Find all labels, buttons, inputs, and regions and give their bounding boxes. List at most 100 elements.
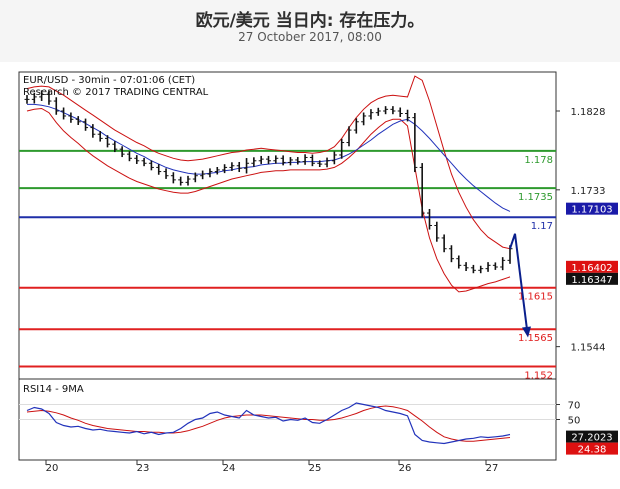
rsi-layer <box>19 402 556 445</box>
price-badge-bg-2 <box>566 272 618 285</box>
rsi-label: RSI14 - 9MA <box>23 384 84 395</box>
upper-band-line <box>26 75 511 250</box>
price-bar-59 <box>456 255 462 269</box>
price-bar-53 <box>412 112 418 173</box>
price-bar-39 <box>309 154 315 167</box>
level-label-2: 1.17 <box>531 221 553 232</box>
time-label-4: 26 <box>399 463 412 474</box>
level-label-4: 1.1565 <box>518 333 553 344</box>
price-bar-47 <box>368 109 374 120</box>
price-bar-12 <box>112 141 118 153</box>
report-date: 27 October 2017, 08:00 <box>238 30 382 44</box>
report-header: 欧元/美元 当日内: 存在压力。 27 October 2017, 08:00 <box>0 0 620 62</box>
report-title: 欧元/美元 当日内: 存在压力。 <box>195 11 425 31</box>
rsi-badge-label-1: 24.38 <box>578 445 607 456</box>
price-bar-9 <box>90 124 96 138</box>
price-bar-55 <box>427 208 432 230</box>
rsi-badge-bg-0 <box>566 430 618 443</box>
rsi-badge-label-0: 27.2023 <box>571 433 612 444</box>
price-plot-frame <box>18 71 557 380</box>
price-bar-33 <box>266 155 271 164</box>
price-badge-0: 1.17103 <box>566 202 618 216</box>
price-badge-bg-0 <box>566 202 618 215</box>
time-label-0: 20 <box>46 463 59 474</box>
price-bar-32 <box>258 155 264 164</box>
candles-layer <box>24 90 513 274</box>
price-bar-44 <box>346 126 352 147</box>
price-bar-64 <box>492 262 498 270</box>
price-bar-38 <box>302 154 308 165</box>
price-bar-3 <box>46 90 52 105</box>
price-bar-60 <box>463 262 469 272</box>
price-bar-49 <box>383 106 389 115</box>
price-badge-2: 1.16347 <box>566 272 618 286</box>
price-bar-46 <box>361 112 367 126</box>
price-bar-13 <box>119 146 125 158</box>
price-bar-48 <box>375 107 381 116</box>
price-bar-28 <box>229 162 235 171</box>
price-bar-18 <box>156 164 162 175</box>
time-label-1: 23 <box>137 463 150 474</box>
rsi-line <box>26 402 511 445</box>
price-bar-43 <box>339 138 345 159</box>
time-label-2: 24 <box>223 463 236 474</box>
price-bar-26 <box>214 167 220 175</box>
price-bar-20 <box>170 172 176 184</box>
price-badge-bg-1 <box>566 260 618 273</box>
price-panel: 1.178 1.1735 1.17 1.1615 1.1565 1.152 EUR/USD… <box>18 71 618 382</box>
price-bar-10 <box>97 131 103 142</box>
price-bar-23 <box>192 172 198 183</box>
price-bar-5 <box>61 107 67 120</box>
level-label-5: 1.152 <box>524 371 553 382</box>
price-bar-62 <box>478 265 484 274</box>
price-badge-label-1: 1.16402 <box>571 263 612 274</box>
price-badge-label-0: 1.17103 <box>571 205 612 216</box>
price-bar-30 <box>244 158 250 174</box>
price-bar-21 <box>178 176 184 186</box>
price-bar-17 <box>148 160 154 171</box>
time-label-5: 27 <box>486 463 499 474</box>
price-bar-61 <box>470 264 476 274</box>
lower-band-line <box>26 107 511 293</box>
price-bar-27 <box>222 164 228 174</box>
price-tick-label-0: 1.1828 <box>571 107 606 118</box>
price-bar-35 <box>280 155 286 166</box>
chart-info-line: EUR/USD - 30min - 07:01:06 (CET) <box>23 75 195 86</box>
rsi-badge-0: 27.2023 <box>566 430 618 444</box>
price-bar-50 <box>390 106 396 115</box>
price-bar-24 <box>200 170 206 180</box>
price-bar-51 <box>397 107 403 117</box>
price-tick-label-1: 1.1733 <box>571 186 606 197</box>
price-bar-41 <box>324 157 330 168</box>
price-bar-6 <box>68 112 74 123</box>
price-bar-19 <box>163 168 169 179</box>
price-bar-63 <box>485 262 491 272</box>
rsi-tick-label-0: 70 <box>568 401 581 412</box>
price-bar-45 <box>353 118 359 134</box>
price-bar-1 <box>31 92 37 104</box>
price-bar-25 <box>207 168 213 178</box>
rsi-badge-1: 24.38 <box>566 442 618 456</box>
price-tick-label-2: 1.1544 <box>571 343 606 354</box>
forecast-arrow-head <box>522 326 531 338</box>
rsi-badge-bg-1 <box>566 442 618 455</box>
price-bar-2 <box>39 90 45 101</box>
price-bar-34 <box>273 155 279 164</box>
price-bar-16 <box>141 157 147 167</box>
price-bar-29 <box>236 161 242 173</box>
rsi-ma-line <box>26 405 511 442</box>
price-bar-4 <box>53 97 59 115</box>
price-bar-7 <box>75 116 81 125</box>
price-badge-1: 1.16402 <box>566 260 618 274</box>
forecast-arrow-path <box>509 233 528 330</box>
price-bar-37 <box>295 157 301 165</box>
rsi-tick-label-1: 50 <box>568 416 581 427</box>
price-bar-31 <box>251 157 257 167</box>
price-bar-36 <box>287 157 293 166</box>
level-label-1: 1.1735 <box>518 192 553 203</box>
price-bar-11 <box>105 135 110 148</box>
